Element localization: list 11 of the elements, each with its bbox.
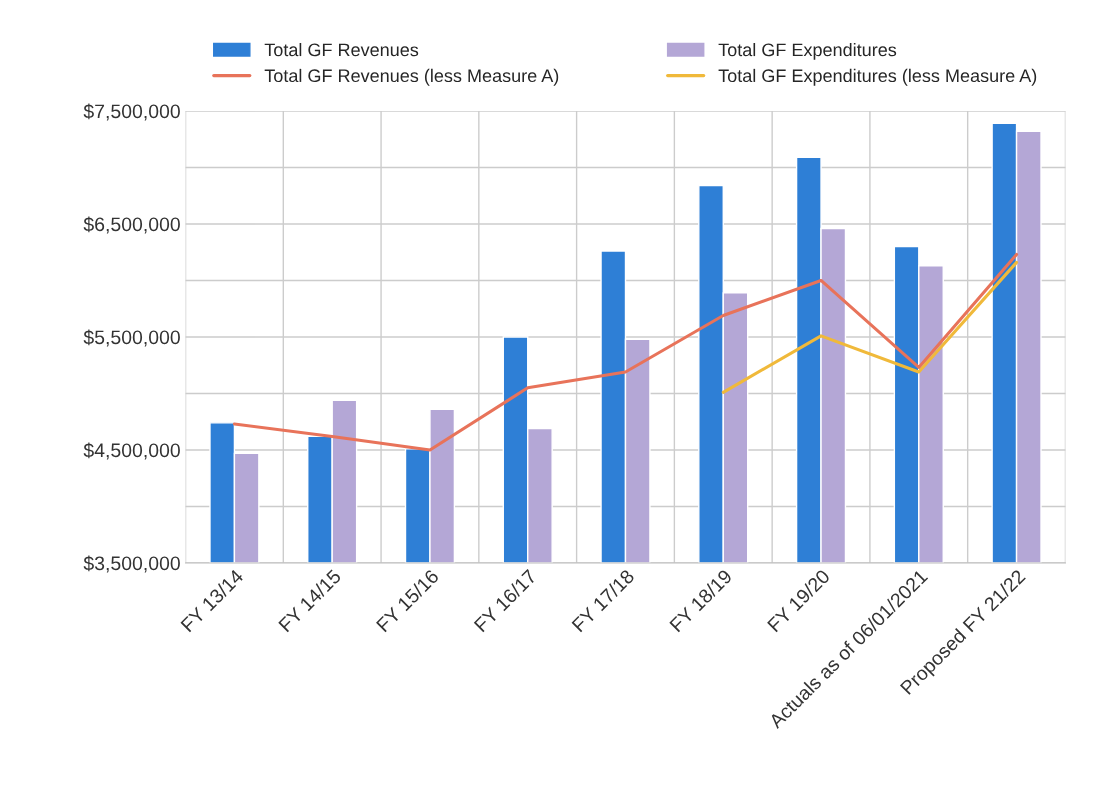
y-tick-label: $6,500,000 [83, 216, 180, 234]
line-series [721, 260, 1019, 394]
legend-label: Total GF Revenues (less Measure A) [264, 68, 559, 86]
y-tick-label: $7,500,000 [83, 103, 180, 121]
legend-label: Total GF Expenditures [718, 42, 897, 60]
line-series [232, 252, 1019, 452]
y-tick-label: $4,500,000 [83, 442, 180, 460]
y-tick-label: $3,500,000 [83, 555, 180, 573]
legend-label: Total GF Expenditures (less Measure A) [718, 68, 1037, 86]
y-tick-label: $5,500,000 [83, 329, 180, 347]
legend-label: Total GF Revenues [264, 42, 419, 57]
